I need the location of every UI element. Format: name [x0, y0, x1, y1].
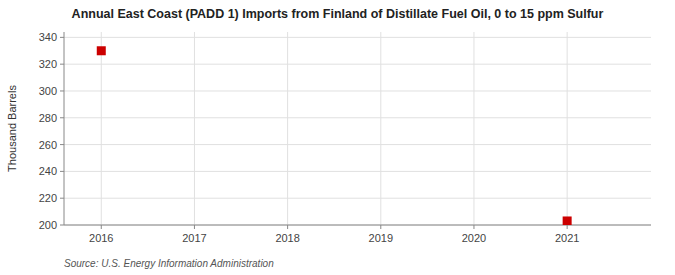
grid-line-x: [194, 32, 195, 225]
x-tick: [194, 225, 195, 229]
y-tick-label: 320: [39, 58, 57, 70]
y-tick-label: 260: [39, 139, 57, 151]
grid-line-y: [64, 144, 651, 145]
grid-line-x: [567, 32, 568, 225]
x-tick-label: 2020: [462, 232, 486, 244]
x-tick-label: 2018: [275, 232, 299, 244]
grid-line-y: [64, 37, 651, 38]
y-tick: [60, 198, 64, 199]
y-tick-label: 300: [39, 85, 57, 97]
grid-line-x: [380, 32, 381, 225]
data-point: [97, 46, 106, 55]
y-axis-label: Thousand Barrels: [6, 85, 18, 172]
y-tick-label: 340: [39, 31, 57, 43]
x-tick: [567, 225, 568, 229]
x-tick: [287, 225, 288, 229]
x-tick-label: 2016: [89, 232, 113, 244]
y-tick: [60, 117, 64, 118]
x-tick: [101, 225, 102, 229]
y-axis-line: [64, 32, 65, 225]
grid-line-x: [101, 32, 102, 225]
source-note: Source: U.S. Energy Information Administ…: [64, 258, 274, 269]
grid-line-y: [64, 90, 651, 91]
grid-line-x: [287, 32, 288, 225]
grid-line-x: [473, 32, 474, 225]
chart-svg: 2016 2017 2018 2019 2020 2021 200 220 240 260 280 3…: [0, 0, 675, 275]
y-tick-label: 200: [39, 219, 57, 231]
chart-container: 2016 2017 2018 2019 2020 2021 200 220 240 260 280 3…: [0, 0, 675, 275]
y-tick-label: 220: [39, 192, 57, 204]
axes: 2016 2017 2018 2019 2020 2021 200 220 240 260 280 3…: [39, 31, 580, 244]
y-tick: [60, 225, 64, 226]
grid-line-y: [64, 171, 651, 172]
grid-line-y: [64, 117, 651, 118]
points: [97, 46, 572, 225]
y-tick: [60, 90, 64, 91]
y-tick-label: 280: [39, 112, 57, 124]
y-tick: [60, 144, 64, 145]
data-point: [563, 216, 572, 225]
y-tick: [60, 37, 64, 38]
grid-line-y: [64, 198, 651, 199]
y-tick-label: 240: [39, 165, 57, 177]
x-tick: [473, 225, 474, 229]
grid: [64, 32, 651, 225]
x-tick-label: 2017: [182, 232, 206, 244]
x-tick-label: 2019: [369, 232, 393, 244]
chart-title: Annual East Coast (PADD 1) Imports from …: [72, 7, 604, 21]
x-tick-label: 2021: [555, 232, 579, 244]
y-tick: [60, 171, 64, 172]
x-tick: [380, 225, 381, 229]
y-tick: [60, 64, 64, 65]
grid-line-y: [64, 64, 651, 65]
